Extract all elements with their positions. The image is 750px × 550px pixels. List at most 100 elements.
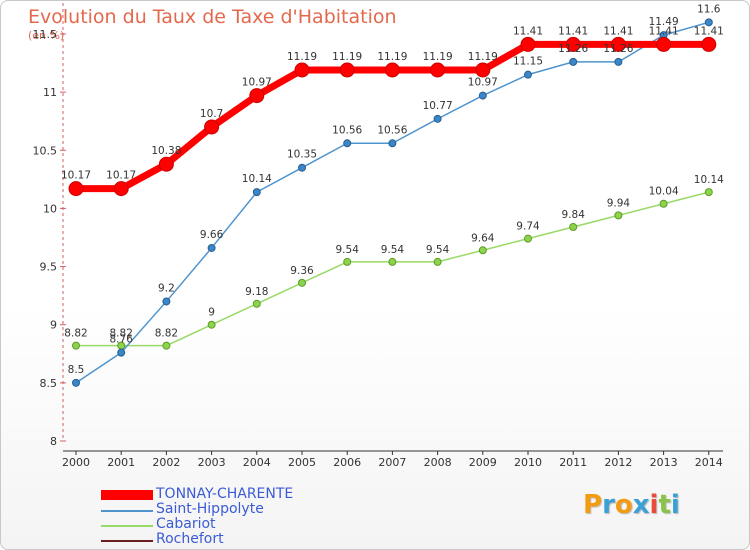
data-point <box>478 246 487 255</box>
data-label: 9.64 <box>471 232 495 244</box>
data-point <box>701 36 717 52</box>
data-point <box>298 278 306 287</box>
data-label: 11.19 <box>377 51 407 63</box>
x-tick-label: 2001 <box>107 456 135 469</box>
x-tick-label: 2008 <box>424 456 452 469</box>
data-point <box>614 211 623 220</box>
logo-letter: r <box>602 490 615 520</box>
data-label: 11.15 <box>513 56 543 68</box>
data-point <box>207 243 216 252</box>
data-point <box>162 341 171 350</box>
data-point <box>478 91 487 100</box>
logo-letter: P <box>583 490 603 520</box>
data-label: 9.74 <box>516 221 540 233</box>
data-point <box>524 70 532 79</box>
data-point <box>72 341 80 350</box>
x-tick-label: 2007 <box>378 456 406 469</box>
x-tick-label: 2012 <box>604 456 632 469</box>
data-point <box>384 62 400 78</box>
logo-letter: x <box>632 490 650 520</box>
data-label: 10.97 <box>242 77 272 89</box>
data-label: 9.94 <box>607 197 631 209</box>
chart-title: Evolution du Taux de Taxe d'Habitation <box>28 6 397 28</box>
y-tick-label: 11.5 <box>33 28 58 41</box>
data-point <box>113 181 129 197</box>
data-point <box>569 223 578 232</box>
legend-label: TONNAY-CHARENTE <box>156 486 294 502</box>
data-point <box>704 18 713 27</box>
data-label: 10.04 <box>649 186 679 198</box>
data-point <box>524 234 532 243</box>
data-point <box>430 62 446 78</box>
data-point <box>388 139 397 148</box>
x-tick-label: 2000 <box>62 456 90 469</box>
data-label: 10.38 <box>151 145 181 157</box>
data-label: 9.54 <box>381 244 405 256</box>
data-label: 10.17 <box>106 170 136 182</box>
data-point <box>614 57 623 66</box>
data-point <box>704 188 713 197</box>
data-label: 11.41 <box>513 25 543 37</box>
data-label: 11.41 <box>558 25 588 37</box>
x-tick-label: 2002 <box>152 456 180 469</box>
y-tick-label: 11 <box>43 86 57 99</box>
data-point <box>207 320 216 329</box>
data-point <box>204 119 220 135</box>
data-point <box>252 299 261 308</box>
data-point <box>565 36 581 52</box>
data-label: 11.19 <box>332 51 362 63</box>
data-label: 9.66 <box>200 229 224 241</box>
x-tick-label: 2006 <box>333 456 361 469</box>
data-point <box>610 36 626 52</box>
data-point <box>158 156 174 172</box>
data-point <box>520 36 536 52</box>
data-point <box>569 57 578 66</box>
data-label: 8.82 <box>110 328 133 340</box>
data-label: 8.82 <box>64 328 87 340</box>
logo-letter: o <box>614 490 633 520</box>
x-tick-label: 2004 <box>243 456 271 469</box>
data-label: 9.18 <box>245 286 268 298</box>
legend-label: Cabariot <box>156 516 216 532</box>
data-point <box>72 378 80 387</box>
data-point <box>433 257 442 266</box>
data-label: 11.49 <box>649 16 679 28</box>
data-label: 9.54 <box>426 244 450 256</box>
data-label: 11.19 <box>287 51 317 63</box>
x-tick-label: 2010 <box>514 456 542 469</box>
y-tick-label: 9 <box>50 319 57 332</box>
y-tick-label: 9.5 <box>40 261 58 274</box>
data-label: 11.41 <box>694 25 724 37</box>
proxiti-logo: Proxiti <box>583 490 680 520</box>
data-point <box>343 139 352 148</box>
data-label: 10.7 <box>200 108 223 120</box>
x-tick-label: 2003 <box>198 456 226 469</box>
data-point <box>388 257 397 266</box>
data-label: 9.84 <box>562 209 586 221</box>
data-label: 10.97 <box>468 77 498 89</box>
data-label: 10.77 <box>423 100 453 112</box>
data-label: 11.19 <box>468 51 498 63</box>
data-point <box>659 199 668 208</box>
data-point <box>162 297 171 306</box>
legend-label: Rochefort <box>156 531 224 547</box>
data-point <box>294 62 310 78</box>
x-tick-label: 2009 <box>469 456 497 469</box>
data-label: 11.26 <box>603 43 633 55</box>
data-label: 9.36 <box>290 265 314 277</box>
y-tick-label: 10 <box>43 202 57 215</box>
data-point <box>249 88 265 104</box>
x-tick-label: 2014 <box>695 456 723 469</box>
data-point <box>656 36 672 52</box>
x-tick-label: 2013 <box>650 456 678 469</box>
legend-swatch <box>101 510 153 512</box>
data-label: 9.54 <box>336 244 360 256</box>
data-label: 11.26 <box>558 43 588 55</box>
legend-label: Saint-Hippolyte <box>156 501 264 517</box>
data-point <box>339 62 355 78</box>
legend-swatch <box>101 490 153 500</box>
series-line-2 <box>76 191 709 347</box>
data-label: 8.82 <box>155 328 178 340</box>
logo-letter: t <box>658 490 671 520</box>
data-label: 10.17 <box>61 170 91 182</box>
